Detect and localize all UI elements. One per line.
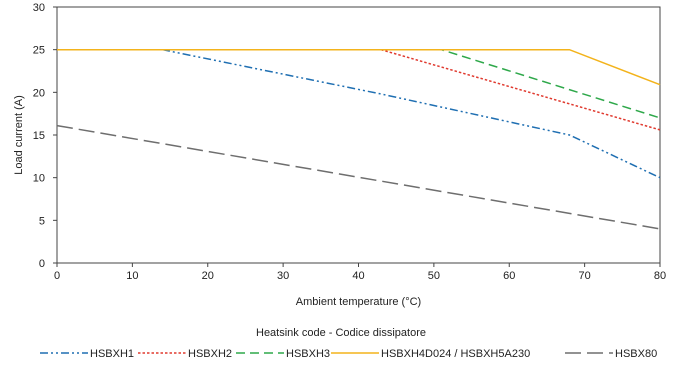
y-tick-label: 0 [39,258,45,270]
series-line-hsbxh3 [57,48,661,119]
series-lines [56,48,661,230]
y-tick-label: 20 [33,87,45,99]
y-tick-label: 15 [33,130,45,142]
legend-label: HSBXH3 [286,348,330,360]
x-tick-label: 60 [503,270,515,282]
x-axis-title: Ambient temperature (°C) [296,296,421,308]
y-tick-label: 5 [39,215,45,227]
y-axis-title: Load current (A) [13,95,25,174]
y-tick-label: 25 [33,45,45,57]
y-tick-label: 30 [33,2,45,14]
x-tick-label: 0 [54,270,60,282]
legend-label: HSBXH1 [90,348,134,360]
series-line-hsbxh1 [57,48,661,179]
legend-title: Heatsink code - Codice dissipatore [256,327,426,339]
x-tick-label: 80 [654,270,666,282]
legend-label: HSBXH4D024 / HSBXH5A230 [381,348,530,360]
series-line-hsbx80 [56,124,661,230]
axes: 0 10 20 30 40 50 60 70 80 0 5 10 15 20 25 30 [33,2,666,282]
legend-label: HSBX80 [615,348,657,360]
legend: HSBXH1 HSBXH2 HSBXH3 HSBXH4D024 / HSBXH5A23… [40,348,657,360]
legend-label: HSBXH2 [188,348,232,360]
x-tick-label: 50 [428,270,440,282]
series-line-hsbxh4d024-hsbxh5a230 [57,48,661,86]
x-tick-label: 40 [352,270,364,282]
x-tick-label: 70 [579,270,591,282]
y-tick-label: 10 [33,173,45,185]
x-tick-label: 10 [126,270,138,282]
x-tick-label: 20 [202,270,214,282]
x-tick-label: 30 [277,270,289,282]
